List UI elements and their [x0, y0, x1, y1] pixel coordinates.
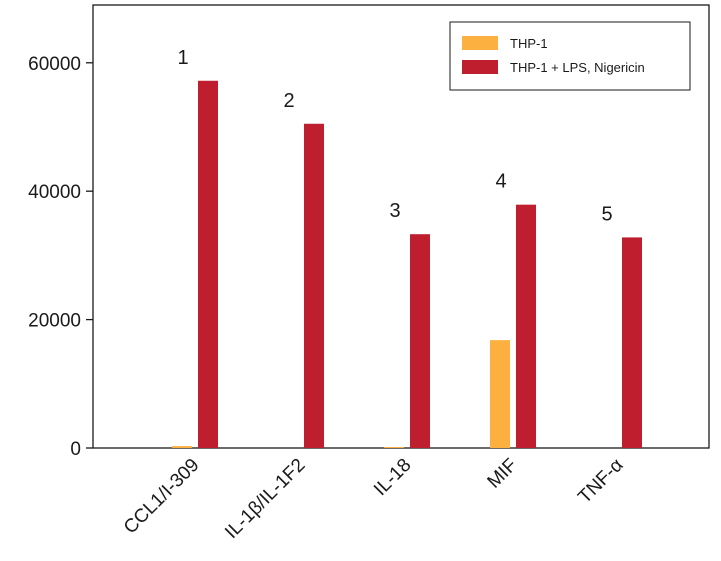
- category-label: IL-18: [370, 455, 415, 500]
- y-tick-label: 0: [70, 439, 81, 460]
- bar-annotation: 5: [601, 203, 612, 225]
- legend-swatch: [462, 60, 498, 74]
- bar-annotation: 1: [177, 47, 188, 69]
- bar-annotation: 3: [389, 200, 400, 222]
- bar: [304, 123, 324, 448]
- bar: [490, 340, 510, 448]
- legend-label: THP-1 + LPS, Nigericin: [510, 60, 645, 75]
- y-ticks: 0 20000 40000 60000: [28, 54, 93, 460]
- category-labels: CCL1/I-309 IL-1β/IL-1F2 IL-18 MIF TNF-α: [120, 455, 628, 543]
- bar: [622, 237, 642, 448]
- bar-annotation: 2: [283, 90, 294, 112]
- y-tick-label: 60000: [28, 54, 81, 75]
- bar: [198, 80, 218, 448]
- bars: [172, 80, 642, 448]
- y-tick-label: 40000: [28, 182, 81, 203]
- category-label: TNF-α: [574, 455, 627, 508]
- bar: [384, 447, 404, 448]
- annotations: 1 2 3 4 5: [177, 47, 612, 226]
- bar-annotation: 4: [495, 171, 506, 193]
- bar: [516, 204, 536, 448]
- legend: THP-1 THP-1 + LPS, Nigericin: [449, 21, 691, 91]
- category-label: IL-1β/IL-1F2: [221, 455, 309, 543]
- legend-label: THP-1: [510, 36, 548, 51]
- y-tick-label: 20000: [28, 311, 81, 332]
- bar: [172, 446, 192, 448]
- category-label: CCL1/I-309: [120, 455, 204, 539]
- category-label: MIF: [484, 455, 522, 493]
- legend-box: [449, 21, 691, 91]
- legend-swatch: [462, 36, 498, 50]
- bar: [410, 234, 430, 448]
